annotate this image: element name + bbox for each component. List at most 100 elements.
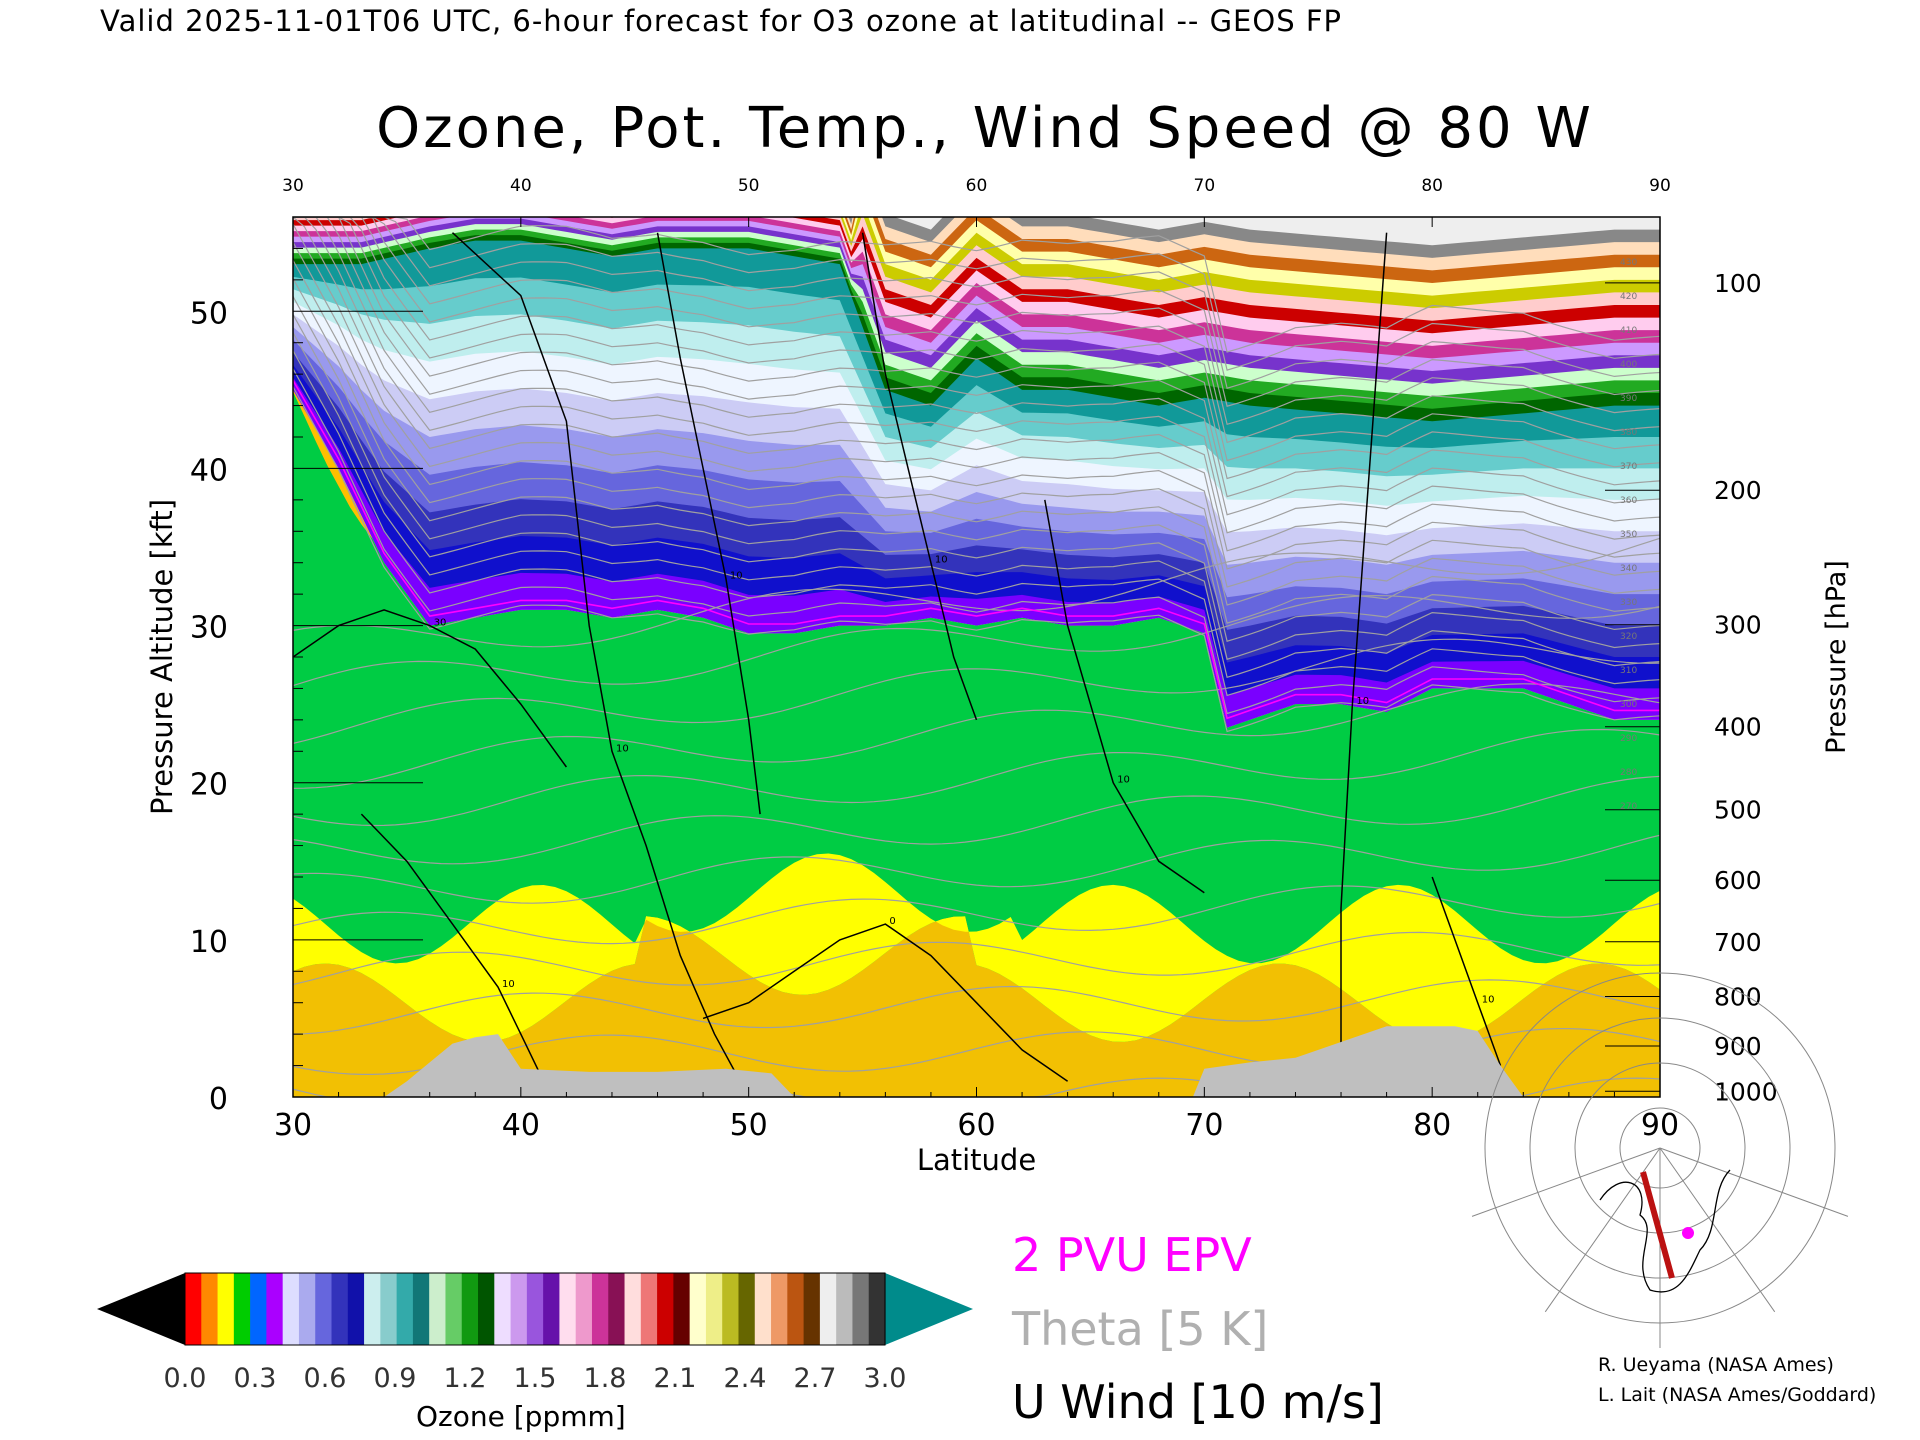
x-tick-label: 70 bbox=[1185, 1108, 1223, 1143]
u-wind-contour-label: 10 bbox=[935, 555, 948, 566]
credit-lait: L. Lait (NASA Ames/Goddard) bbox=[1598, 1384, 1877, 1406]
colorbar-swatch bbox=[559, 1273, 577, 1345]
theta-label: 310 bbox=[1620, 666, 1637, 676]
x-axis-label: Latitude bbox=[917, 1143, 1036, 1177]
colorbar-swatch bbox=[185, 1273, 202, 1345]
colorbar-swatch bbox=[494, 1273, 512, 1345]
colorbar-swatch bbox=[738, 1273, 756, 1345]
y-tick-label: 0 bbox=[209, 1082, 228, 1117]
colorbar-swatch bbox=[461, 1273, 479, 1345]
ozone-band-7 bbox=[293, 391, 1660, 1097]
colorbar-tick-label: 2.4 bbox=[724, 1363, 767, 1394]
pressure-tick-label: 400 bbox=[1714, 713, 1762, 742]
colorbar-swatch bbox=[608, 1273, 626, 1345]
theta-contour bbox=[293, 241, 1660, 588]
u-wind-contour-label: 0 bbox=[889, 916, 895, 927]
map-coastline bbox=[1599, 1169, 1731, 1293]
u-wind-contour bbox=[451, 232, 750, 1097]
colorbar-swatch bbox=[673, 1273, 691, 1345]
colorbar-swatch bbox=[543, 1273, 561, 1345]
theta-contour bbox=[293, 594, 1660, 687]
colorbar-swatch bbox=[771, 1273, 788, 1345]
theta-label: 320 bbox=[1620, 632, 1637, 642]
u-wind-contour-label: 30 bbox=[434, 618, 447, 629]
colorbar-tick-label: 2.1 bbox=[654, 1363, 697, 1394]
colorbar-swatch bbox=[852, 1273, 870, 1345]
colorbar-swatch bbox=[445, 1273, 463, 1345]
theta-label: 410 bbox=[1620, 326, 1637, 336]
theta-label: 350 bbox=[1620, 530, 1637, 540]
x-tick-label: 50 bbox=[730, 1108, 768, 1143]
x-tick-label: 80 bbox=[1413, 1108, 1451, 1143]
x-tick-label: 30 bbox=[274, 1108, 312, 1143]
colorbar-swatch bbox=[429, 1273, 447, 1345]
colorbar-swatch bbox=[201, 1273, 219, 1345]
colorbar-swatch bbox=[510, 1273, 528, 1345]
theta-contour bbox=[293, 217, 1660, 516]
theta-label: 290 bbox=[1620, 734, 1637, 744]
u-wind-contour bbox=[1431, 876, 1502, 1066]
epv-2pvu-line bbox=[293, 379, 1660, 720]
pressure-tick-label: 800 bbox=[1714, 983, 1762, 1012]
u-wind-contour bbox=[702, 923, 1069, 1082]
colorbar-swatch bbox=[787, 1273, 805, 1345]
colorbar-swatch bbox=[364, 1273, 381, 1345]
colorbar-tick-label: 1.5 bbox=[514, 1363, 557, 1394]
map-cross-section-line bbox=[1640, 1171, 1675, 1279]
theta-label: 370 bbox=[1620, 462, 1637, 472]
theta-contour bbox=[293, 217, 1660, 444]
forecast-header: Valid 2025-11-01T06 UTC, 6-hour forecast… bbox=[100, 4, 1343, 38]
theta-label: 280 bbox=[1620, 768, 1637, 778]
map-meridian bbox=[1471, 1147, 1661, 1217]
y-tick-label: 10 bbox=[190, 925, 228, 960]
colorbar-tick-label: 0.3 bbox=[234, 1363, 277, 1394]
u-wind-contour-label: 10 bbox=[1356, 696, 1369, 707]
chart-title: Ozone, Pot. Temp., Wind Speed @ 80 W bbox=[376, 96, 1594, 161]
theta-label: 430 bbox=[1620, 258, 1637, 268]
colorbar-swatch bbox=[396, 1273, 414, 1345]
colorbar-swatch bbox=[836, 1273, 854, 1345]
colorbar-tick-label: 0.6 bbox=[304, 1363, 347, 1394]
y-axis-label: Pressure Altitude [kft] bbox=[145, 499, 179, 815]
theta-contour bbox=[293, 386, 1660, 733]
map-meridian bbox=[1659, 1147, 1776, 1313]
theta-contour bbox=[293, 314, 1660, 660]
theta-contour bbox=[293, 217, 1660, 407]
y-tick-label: 40 bbox=[190, 453, 228, 488]
map-bounds bbox=[1553, 1162, 1753, 1322]
theta-contour bbox=[293, 332, 1660, 679]
colorbar-label: Ozone [ppmm] bbox=[416, 1400, 626, 1433]
theta-contour bbox=[293, 979, 1660, 1035]
pressure-tick-label: 200 bbox=[1714, 476, 1762, 505]
u-wind-contour bbox=[1340, 232, 1388, 1097]
colorbar-swatch bbox=[803, 1273, 821, 1345]
theta-label: 360 bbox=[1620, 496, 1637, 506]
theta-contour bbox=[293, 537, 1660, 648]
u-wind-contour bbox=[360, 813, 545, 1082]
colorbar-swatch bbox=[298, 1273, 316, 1345]
colorbar-swatch bbox=[657, 1273, 674, 1345]
theta-contour bbox=[293, 217, 1660, 426]
colorbar-frame bbox=[184, 1272, 886, 1346]
x-tick-label: 90 bbox=[1641, 1108, 1679, 1143]
theta-contour bbox=[293, 217, 1660, 534]
x-tick-label-top: 90 bbox=[1649, 176, 1671, 196]
plot-area: 1010101010300101043042041040039038037036… bbox=[293, 217, 1660, 1097]
theta-contour bbox=[293, 350, 1660, 697]
legend-u-wind: U Wind [10 m/s] bbox=[1012, 1375, 1384, 1429]
theta-contour bbox=[293, 217, 1660, 462]
theta-contour bbox=[293, 217, 1660, 480]
colorbar-tick-label: 0.9 bbox=[374, 1363, 417, 1394]
x-tick-label: 40 bbox=[502, 1108, 540, 1143]
theta-contour bbox=[293, 260, 1660, 606]
theta-label: 330 bbox=[1620, 598, 1637, 608]
u-wind-contour bbox=[861, 232, 978, 721]
colorbar-swatch bbox=[819, 1273, 837, 1345]
u-wind-contour-label: 10 bbox=[730, 570, 743, 581]
colorbar-swatch bbox=[380, 1273, 398, 1345]
map-meridian bbox=[1659, 1147, 1849, 1217]
axes: 3030404050506060707080809090010203040501… bbox=[145, 176, 1852, 1177]
u-wind-contour bbox=[656, 232, 761, 815]
